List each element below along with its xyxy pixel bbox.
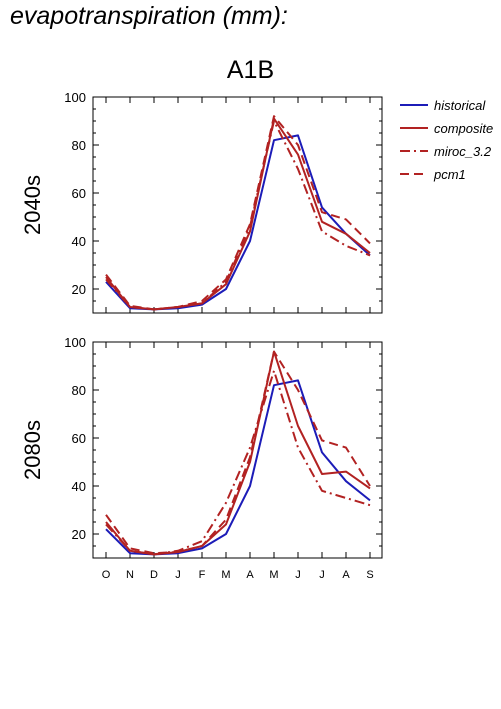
y-tick-label: 40 [72, 234, 86, 249]
series-line-pcm1 [105, 115, 371, 311]
legend-label: composite [434, 121, 493, 136]
series-line-pcm1 [105, 350, 371, 555]
y-tick-label: 40 [72, 479, 86, 494]
legend: historical composite miroc_3.2 pcm1 [400, 98, 493, 182]
legend-label: miroc_3.2 [434, 144, 492, 159]
x-tick-label: D [150, 569, 158, 581]
x-tick-label: N [126, 569, 134, 581]
x-tick-label: J [319, 569, 325, 581]
series-line-composite [105, 350, 371, 556]
panel-label: 2080s [20, 420, 45, 480]
y-tick-label: 80 [72, 383, 86, 398]
x-tick-label: O [102, 569, 111, 581]
y-tick-label: 20 [72, 527, 86, 542]
x-tick-label: J [175, 569, 181, 581]
legend-label: pcm1 [433, 167, 466, 182]
panel-label: 2040s [20, 175, 45, 235]
x-tick-label: S [366, 569, 373, 581]
chart-panel-2040s: 20 40 60 80 100 2040s [20, 90, 383, 314]
series-line-historical [105, 134, 371, 311]
y-tick-label: 100 [64, 335, 86, 350]
plot-frame [92, 341, 383, 559]
page-title: evapotranspiration (mm): [10, 2, 288, 30]
y-tick-label: 60 [72, 431, 86, 446]
scenario-title: A1B [226, 56, 275, 84]
chart-panel-2080s: 20 40 60 80 100 O N D J F M A M J J A S 2080s [20, 335, 383, 581]
x-tick-label: M [221, 569, 230, 581]
series-line-miroc-3-2 [105, 369, 371, 556]
legend-label: historical [434, 98, 486, 113]
x-tick-label: A [246, 569, 254, 581]
series-line-miroc-3-2 [105, 120, 371, 311]
series-line-historical [105, 379, 371, 556]
series-line-composite [105, 117, 371, 311]
y-tick-label: 80 [72, 138, 86, 153]
x-tick-label: A [342, 569, 350, 581]
y-tick-label: 20 [72, 282, 86, 297]
y-tick-label: 60 [72, 186, 86, 201]
x-tick-label: F [199, 569, 206, 581]
plot-frame [92, 96, 383, 314]
y-tick-label: 100 [64, 90, 86, 105]
x-tick-label: M [269, 569, 278, 581]
x-tick-label: J [295, 569, 301, 581]
